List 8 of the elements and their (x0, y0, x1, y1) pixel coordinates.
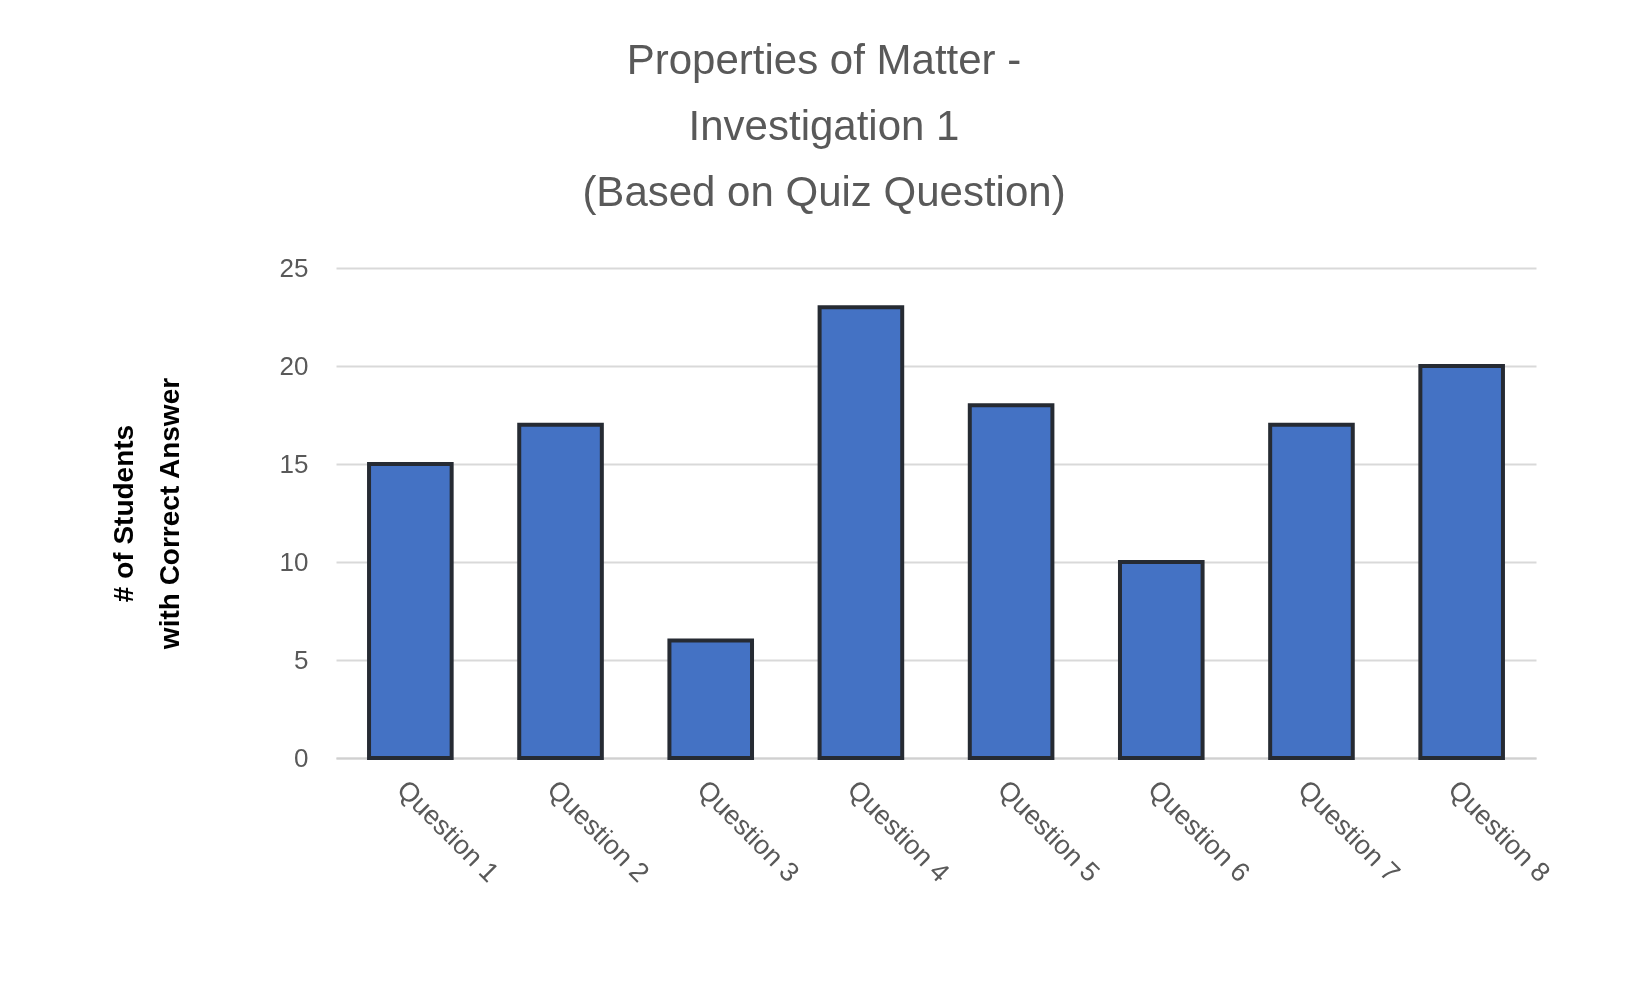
y-tick-label: 25 (279, 252, 309, 283)
y-tick-label: 15 (279, 448, 309, 479)
y-axis-title: # of Students with Correct Answer (107, 377, 185, 651)
y-tick-label: 0 (294, 742, 309, 773)
y-tick-label: 5 (294, 644, 309, 675)
y-tick-label: 20 (279, 350, 309, 381)
y-tick-label: 10 (279, 546, 309, 577)
chart-title: Properties of Matter - Investigation 1 (Based on Quiz Question) (582, 36, 1066, 215)
